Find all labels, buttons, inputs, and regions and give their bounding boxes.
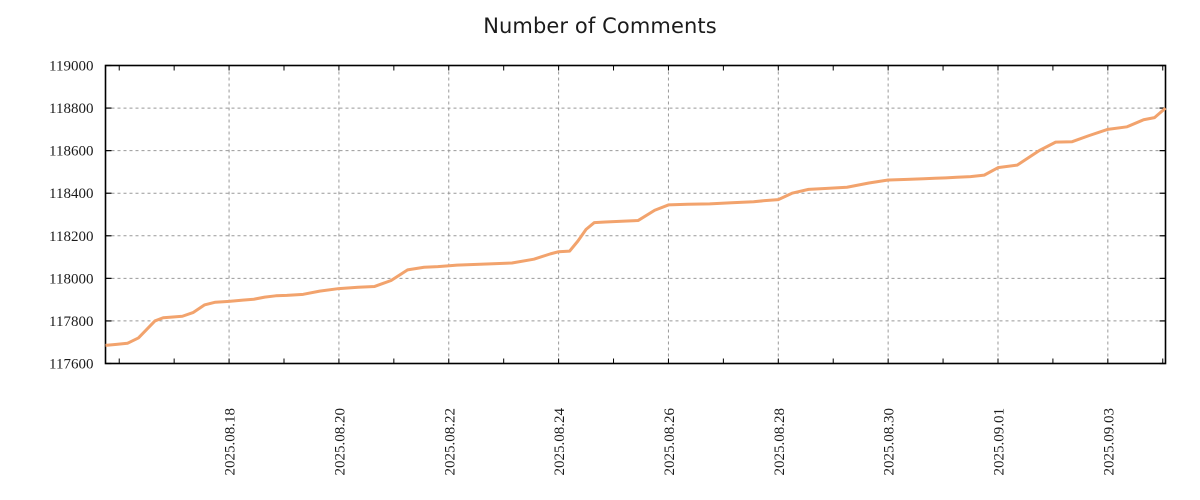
y-axis-label: 118200 [49, 229, 93, 245]
plot-frame [104, 64, 1167, 365]
gridlines-group [105, 65, 1166, 364]
x-axis-label: 2025.08.20 [332, 408, 348, 476]
y-axis-label: 118600 [49, 144, 93, 160]
x-axis-label: 2025.08.22 [442, 408, 458, 476]
y-axis-label: 118400 [49, 186, 93, 202]
data-series-group [105, 106, 1167, 347]
x-axis-label: 2025.08.30 [882, 408, 898, 476]
axis-ticks-group [105, 64, 1166, 365]
x-axis-label: 2025.08.24 [552, 408, 568, 476]
series-line-0 [105, 106, 1167, 347]
chart-title: Number of Comments [483, 14, 717, 38]
y-axis-label: 119000 [49, 59, 93, 75]
x-axis-label: 2025.09.01 [991, 408, 1007, 476]
y-axis-label: 117800 [49, 314, 93, 330]
x-axis-label: 2025.08.26 [662, 408, 678, 476]
x-axis-tick-labels: 2025.08.18 2025.08.20 2025.08.22 2025.08.24… [223, 408, 1118, 476]
y-axis-label: 118000 [49, 271, 93, 287]
y-axis-tick-labels: 117600 117800 118000 118200 118400 118600 1188… [49, 59, 93, 373]
x-axis-label: 2025.08.28 [772, 408, 788, 476]
plot-border [104, 64, 1167, 365]
x-axis-label: 2025.09.03 [1101, 408, 1117, 476]
y-axis-label: 118800 [49, 101, 93, 117]
x-axis-label: 2025.08.18 [223, 408, 239, 476]
y-axis-label: 117600 [49, 357, 93, 373]
